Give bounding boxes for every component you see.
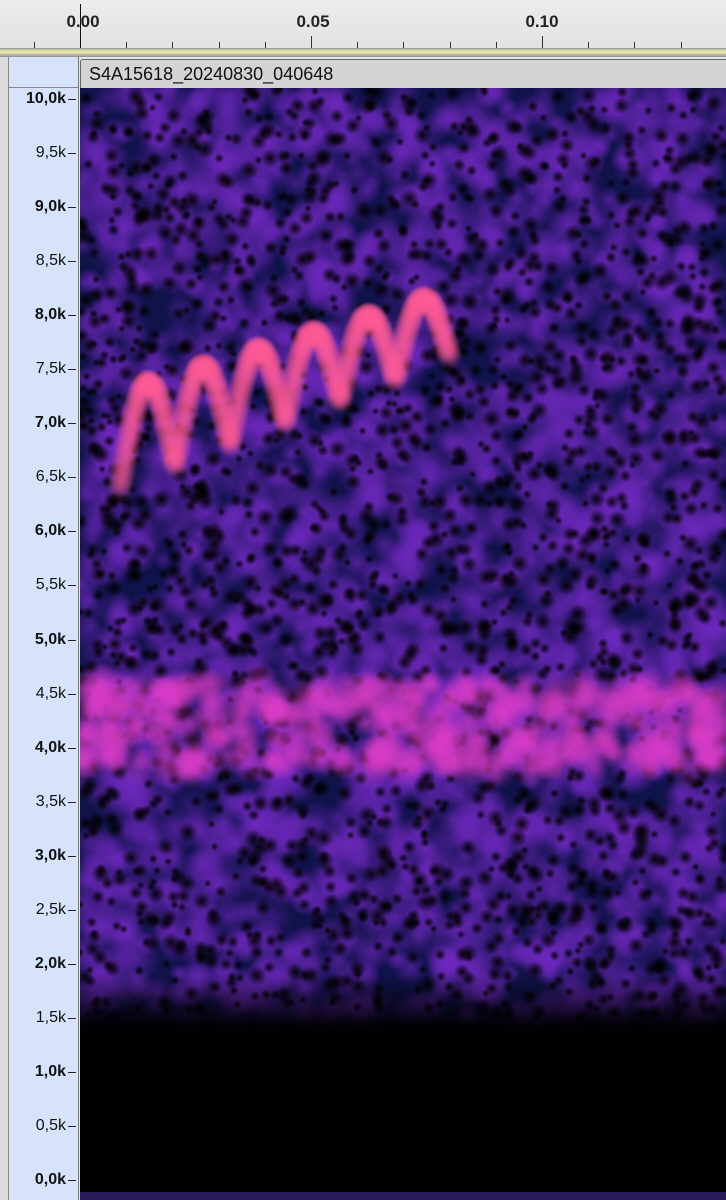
time-tick bbox=[634, 42, 635, 48]
frequency-tick bbox=[68, 153, 76, 155]
frequency-label: 1,5k bbox=[35, 1008, 66, 1026]
time-tick bbox=[311, 36, 312, 48]
frequency-label: 2,5k bbox=[35, 900, 66, 918]
frequency-label: 4,5k bbox=[35, 684, 66, 702]
play-cursor bbox=[80, 4, 81, 48]
frequency-tick bbox=[68, 585, 76, 587]
frequency-tick bbox=[68, 369, 76, 371]
frequency-label: 1,0k bbox=[34, 1062, 66, 1080]
time-tick bbox=[126, 42, 127, 48]
frequency-label: 2,0k bbox=[34, 954, 66, 972]
frequency-label: 10,0k bbox=[25, 90, 66, 107]
frequency-tick bbox=[68, 963, 76, 965]
time-tick bbox=[219, 42, 220, 48]
frequency-label: 5,5k bbox=[35, 576, 66, 594]
frequency-label: 8,5k bbox=[35, 252, 66, 270]
time-ruler[interactable]: 0.00 0.05 0.10 bbox=[0, 0, 726, 49]
frequency-tick bbox=[68, 99, 76, 100]
frequency-tick bbox=[68, 1180, 76, 1181]
frequency-label: 7,5k bbox=[35, 360, 66, 378]
frequency-label: 0,5k bbox=[35, 1116, 66, 1134]
frequency-axis[interactable]: 10,0k 9,5k 9,0k 8,5k 8,0k 7,5k 7,0k 6,5k 6,0k 5,5… bbox=[9, 57, 79, 1200]
axis-header bbox=[9, 57, 78, 88]
frequency-tick bbox=[68, 639, 76, 641]
time-label: 0.05 bbox=[296, 12, 330, 31]
track-control-panel[interactable] bbox=[0, 57, 9, 1200]
frequency-tick bbox=[68, 477, 76, 479]
time-tick bbox=[542, 36, 543, 48]
frequency-label: 6,5k bbox=[35, 468, 66, 486]
time-tick bbox=[34, 42, 35, 48]
frequency-label: 6,0k bbox=[34, 522, 66, 540]
next-track bbox=[80, 1192, 726, 1200]
frequency-tick bbox=[68, 1017, 76, 1019]
frequency-label: 9,0k bbox=[34, 198, 66, 216]
clip-title: S4A15618_20240830_040648 bbox=[89, 64, 334, 84]
frequency-label: 4,0k bbox=[34, 738, 66, 756]
frequency-tick bbox=[68, 531, 76, 533]
frequency-tick bbox=[68, 207, 76, 209]
time-tick bbox=[588, 42, 589, 48]
frequency-tick bbox=[68, 1125, 76, 1127]
clip-title-bar[interactable]: S4A15618_20240830_040648 bbox=[80, 59, 726, 88]
time-tick bbox=[172, 42, 173, 48]
frequency-tick bbox=[68, 747, 76, 749]
timeline-separator bbox=[0, 49, 726, 57]
time-label: 0.00 bbox=[66, 12, 100, 31]
time-tick bbox=[496, 42, 497, 48]
time-tick bbox=[681, 42, 682, 48]
frequency-tick bbox=[68, 693, 76, 695]
frequency-tick bbox=[68, 423, 76, 425]
frequency-label: 7,0k bbox=[34, 414, 66, 432]
spectrogram[interactable] bbox=[80, 88, 726, 1192]
frequency-tick bbox=[68, 855, 76, 857]
time-tick bbox=[357, 42, 358, 48]
frequency-label: 3,5k bbox=[35, 792, 66, 810]
frequency-tick bbox=[68, 261, 76, 263]
frequency-tick bbox=[68, 801, 76, 803]
frequency-tick bbox=[68, 315, 76, 317]
frequency-label: 8,0k bbox=[34, 306, 66, 324]
time-label: 0.10 bbox=[525, 12, 559, 31]
time-tick bbox=[265, 42, 266, 48]
frequency-tick bbox=[68, 909, 76, 911]
time-tick bbox=[403, 42, 404, 48]
frequency-label: 3,0k bbox=[34, 846, 66, 864]
time-tick bbox=[450, 42, 451, 48]
frequency-label: 5,0k bbox=[34, 630, 66, 648]
frequency-label: 9,5k bbox=[35, 144, 66, 162]
frequency-tick bbox=[68, 1071, 76, 1073]
frequency-label: 0,0k bbox=[34, 1171, 66, 1188]
